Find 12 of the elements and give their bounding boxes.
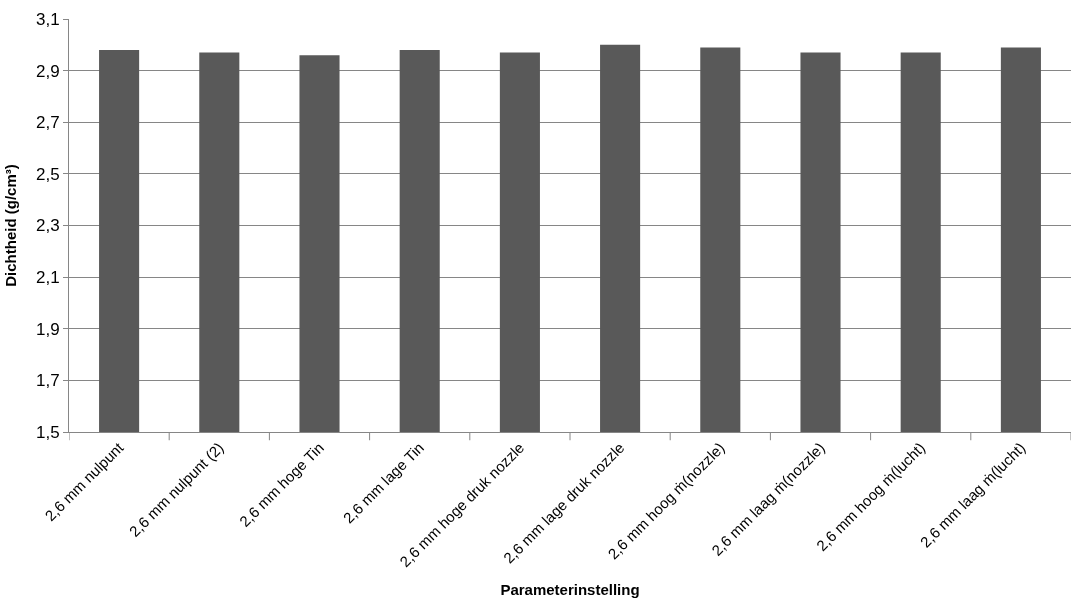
x-axis-title: Parameterinstelling xyxy=(500,581,640,599)
x-tick-label: 2,6 mm lage Tin xyxy=(339,438,428,527)
y-tick-label: 2,3 xyxy=(35,216,60,236)
y-tick-label: 2,9 xyxy=(35,61,60,81)
y-tick-label: 1,7 xyxy=(35,371,60,391)
y-tick-label: 1,5 xyxy=(35,422,60,442)
y-tick-label: 2,7 xyxy=(35,113,60,133)
y-tick-label: 2,5 xyxy=(35,164,60,184)
y-tick-label: 2,1 xyxy=(35,268,60,288)
y-tick-label: 1,9 xyxy=(35,319,60,339)
y-axis-title: Dichtheid (g/cm³) xyxy=(2,164,20,287)
y-tick-label: 3,1 xyxy=(35,9,60,29)
